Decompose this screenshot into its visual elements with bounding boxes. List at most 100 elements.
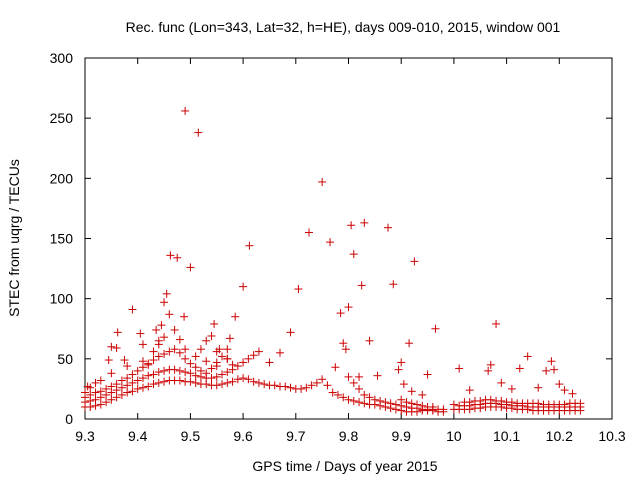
data-point xyxy=(223,345,232,354)
data-point xyxy=(492,319,501,328)
data-point xyxy=(165,347,174,356)
data-point xyxy=(231,312,240,321)
data-point xyxy=(486,395,495,404)
data-point xyxy=(507,384,516,393)
data-point xyxy=(397,395,406,404)
data-point xyxy=(149,380,158,389)
data-point xyxy=(191,363,200,372)
data-point xyxy=(297,384,306,393)
data-point xyxy=(254,347,263,356)
data-point xyxy=(175,348,184,357)
data-point xyxy=(455,364,464,373)
data-point xyxy=(123,388,132,397)
data-point xyxy=(149,347,158,356)
data-point xyxy=(107,382,116,391)
data-point xyxy=(249,351,258,360)
data-point xyxy=(407,387,416,396)
data-point xyxy=(449,400,458,409)
data-point xyxy=(218,380,227,389)
data-point xyxy=(349,250,358,259)
data-point xyxy=(304,228,313,237)
data-point xyxy=(223,378,232,387)
data-point xyxy=(344,372,353,381)
data-point xyxy=(355,398,364,407)
y-axis-label: STEC from uqrg / TECUs xyxy=(6,159,22,317)
data-point xyxy=(117,390,126,399)
data-point xyxy=(568,389,577,398)
data-point xyxy=(560,386,569,395)
data-point xyxy=(144,371,153,380)
data-point xyxy=(157,321,166,330)
data-point xyxy=(91,378,100,387)
data-point xyxy=(228,377,237,386)
x-tick-label: 9.6 xyxy=(233,428,253,444)
data-point xyxy=(149,356,158,365)
data-point xyxy=(170,365,179,374)
data-point xyxy=(149,370,158,379)
x-tick-label: 9.3 xyxy=(75,428,95,444)
data-point xyxy=(360,218,369,227)
data-point xyxy=(389,280,398,289)
data-point xyxy=(133,376,142,385)
x-axis-label: GPS time / Days of year 2015 xyxy=(252,458,437,474)
data-point xyxy=(233,375,242,384)
data-point xyxy=(107,395,116,404)
data-point xyxy=(138,383,147,392)
data-point xyxy=(96,400,105,409)
data-point xyxy=(365,393,374,402)
x-tick-label: 10.2 xyxy=(546,428,573,444)
data-point xyxy=(275,348,284,357)
data-point xyxy=(223,354,232,363)
x-tick-label: 9.8 xyxy=(339,428,359,444)
y-tick-label: 50 xyxy=(57,351,73,367)
data-point xyxy=(117,383,126,392)
data-point xyxy=(160,350,169,359)
data-point xyxy=(465,398,474,407)
data-point xyxy=(207,364,216,373)
data-point xyxy=(138,357,147,366)
data-point xyxy=(218,370,227,379)
data-point xyxy=(413,400,422,409)
data-point xyxy=(560,400,569,409)
data-point xyxy=(123,362,132,371)
data-point xyxy=(233,362,242,371)
data-point xyxy=(194,128,203,137)
plot-frame xyxy=(84,57,613,420)
data-point xyxy=(439,405,448,414)
data-point xyxy=(407,399,416,408)
data-point xyxy=(360,399,369,408)
data-point xyxy=(410,257,419,266)
data-point xyxy=(312,378,321,387)
data-point xyxy=(186,359,195,368)
data-point xyxy=(357,281,366,290)
data-point xyxy=(326,238,335,247)
data-point xyxy=(123,381,132,390)
data-point xyxy=(402,398,411,407)
chart-title: Rec. func (Lon=343, Lat=32, h=HE), days … xyxy=(126,19,561,35)
data-point xyxy=(202,357,211,366)
data-point xyxy=(391,400,400,409)
data-points xyxy=(81,106,585,416)
x-tick-label: 9.4 xyxy=(128,428,148,444)
data-point xyxy=(181,354,190,363)
data-point xyxy=(133,366,142,375)
data-point xyxy=(112,380,121,389)
data-point xyxy=(355,372,364,381)
data-point xyxy=(239,282,248,291)
x-tick-label: 9.5 xyxy=(181,428,201,444)
data-point xyxy=(370,395,379,404)
data-point xyxy=(225,334,234,343)
data-point xyxy=(294,285,303,294)
data-point xyxy=(397,358,406,367)
data-point xyxy=(555,380,564,389)
data-point xyxy=(394,365,403,374)
data-point xyxy=(286,383,295,392)
data-point xyxy=(254,378,263,387)
data-point xyxy=(138,340,147,349)
data-point xyxy=(104,356,113,365)
data-point xyxy=(347,221,356,230)
data-point xyxy=(365,336,374,345)
data-point xyxy=(186,263,195,272)
data-point xyxy=(244,375,253,384)
